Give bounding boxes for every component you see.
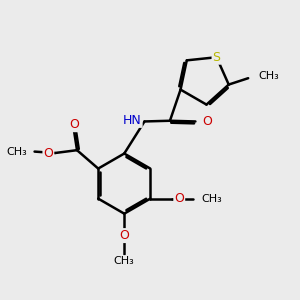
- Text: S: S: [213, 51, 220, 64]
- Text: O: O: [119, 229, 129, 242]
- Text: CH₃: CH₃: [259, 71, 280, 81]
- Text: CH₃: CH₃: [114, 256, 135, 266]
- Text: O: O: [202, 115, 212, 128]
- Text: O: O: [69, 118, 79, 131]
- Text: HN: HN: [123, 114, 142, 127]
- Text: O: O: [44, 146, 53, 160]
- Text: CH₃: CH₃: [201, 194, 222, 204]
- Text: O: O: [174, 192, 184, 205]
- Text: CH₃: CH₃: [6, 147, 27, 157]
